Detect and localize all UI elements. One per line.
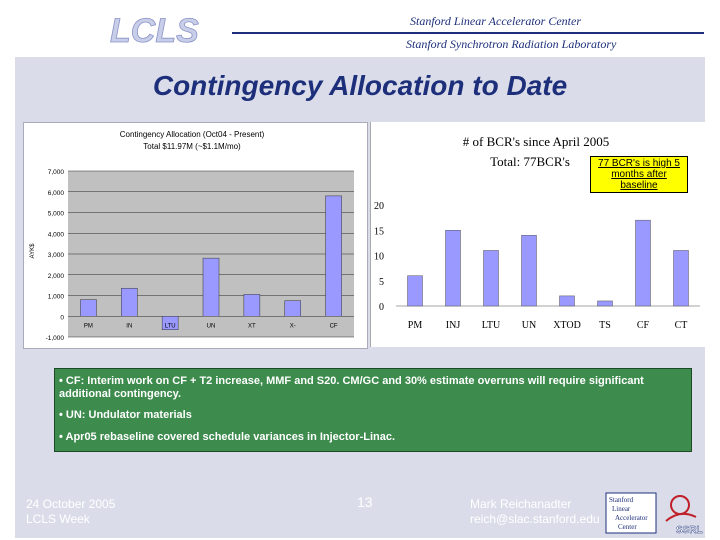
- note-cf: • CF: Interim work on CF + T2 increase, …: [59, 375, 644, 400]
- footer-author-block: Mark Reichanadter reich@slac.stanford.ed…: [470, 497, 600, 527]
- chart2-bar: [445, 230, 461, 307]
- contingency-chart-panel: Contingency Allocation (Oct04 - Present)…: [23, 122, 368, 349]
- contingency-chart: Contingency Allocation (Oct04 - Present)…: [30, 130, 354, 342]
- chart2-subtitle: Total: 77BCR's: [490, 154, 570, 169]
- notes-box: • CF: Interim work on CF + T2 increase, …: [54, 368, 692, 452]
- chart1-ytick-label: -1,000: [46, 335, 65, 342]
- header-divider: [232, 32, 704, 34]
- logo-line-2: Linear: [612, 505, 631, 513]
- logo-line-3: Accelerator: [615, 514, 648, 522]
- bcr-chart: # of BCR's since April 2005 Total: 77BCR…: [369, 122, 700, 347]
- chart1-bar: [202, 257, 220, 317]
- chart2-bar: [635, 219, 651, 307]
- chart2-title: # of BCR's since April 2005: [463, 134, 609, 149]
- footer-email: reich@slac.stanford.edu: [470, 512, 600, 526]
- chart2-category-label: CF: [637, 320, 650, 331]
- bcr-chart-panel: # of BCR's since April 2005 Total: 77BCR…: [369, 122, 706, 347]
- chart1-category-label: PM: [84, 323, 93, 329]
- chart1-category-label: UN: [207, 323, 216, 329]
- chart2-ytick-label: 15: [374, 226, 384, 237]
- chart1-ytick-label: 2,000: [48, 273, 65, 280]
- chart2-bar: [407, 275, 423, 307]
- org-name-slac: Stanford Linear Accelerator Center: [410, 14, 581, 28]
- lcls-logo: LCLS: [110, 12, 200, 51]
- footer-date: 24 October 2005: [26, 497, 116, 511]
- chart1-ytick-label: 1,000: [48, 294, 65, 301]
- chart2-category-label: PM: [408, 320, 423, 331]
- bcr-annotation: 77 BCR's is high 5 months after baseline: [590, 156, 688, 193]
- chart1-category-label: X-: [290, 323, 296, 329]
- slide-title: Contingency Allocation to Date: [152, 70, 568, 101]
- slac-ssrl-logo: Stanford Linear Accelerator Center SSRL: [605, 492, 703, 536]
- page-number: 13: [357, 494, 373, 510]
- lcls-logo-text: LCLS: [110, 12, 199, 50]
- chart2-ytick-label: 10: [374, 252, 384, 263]
- note-rebaseline: • Apr05 rebaseline covered schedule vari…: [59, 431, 396, 443]
- chart2-bar: [559, 295, 575, 307]
- chart1-ytick-label: 6,000: [48, 190, 65, 197]
- chart1-title: Contingency Allocation (Oct04 - Present): [120, 130, 265, 139]
- chart1-bar: [243, 294, 261, 317]
- chart2-category-label: LTU: [482, 320, 501, 331]
- chart2-bar: [673, 250, 689, 307]
- ssrl-ring-icon: [670, 495, 690, 515]
- logo-line-4: Center: [618, 523, 637, 531]
- chart2-ytick-label: 0: [379, 302, 384, 313]
- chart2-ytick-label: 5: [379, 277, 384, 288]
- ssrl-logo-text: SSRL: [676, 525, 703, 536]
- chart1-ylabel: AYK$: [30, 243, 36, 259]
- chart1-ytick-label: 7,000: [48, 169, 65, 176]
- chart2-category-label: UN: [522, 320, 536, 331]
- logo-line-1: Stanford: [609, 496, 634, 504]
- footer-event: LCLS Week: [26, 512, 90, 526]
- chart2-category-label: TS: [599, 320, 611, 331]
- chart2-bar: [483, 250, 499, 307]
- chart1-category-label: XT: [248, 323, 256, 329]
- chart1-category-label: CF: [330, 323, 338, 329]
- chart1-bar: [80, 299, 97, 317]
- chart1-ytick-label: 3,000: [48, 252, 65, 259]
- chart2-category-label: CT: [675, 320, 688, 331]
- chart1-bar: [284, 300, 301, 317]
- chart1-ytick-label: 4,000: [48, 231, 65, 238]
- chart1-category-label: LTU: [165, 323, 176, 329]
- chart2-ytick-label: 20: [374, 201, 384, 212]
- chart2-category-label: XTOD: [553, 320, 581, 331]
- slac-logo-box: [605, 492, 657, 534]
- chart2-bar: [597, 300, 613, 307]
- footer-date-block: 24 October 2005 LCLS Week: [26, 497, 115, 527]
- chart2-bar: [521, 235, 537, 307]
- chart1-bar: [161, 316, 179, 330]
- chart2-category-label: INJ: [446, 320, 461, 331]
- chart1-ytick-label: 0: [60, 314, 64, 321]
- chart1-ytick-label: 5,000: [48, 211, 65, 218]
- slide-header: LCLS Stanford Linear Accelerator Center …: [0, 0, 720, 58]
- footer-author: Mark Reichanadter: [470, 497, 572, 511]
- chart1-category-label: IN: [126, 323, 132, 329]
- note-un: • UN: Undulator materials: [59, 409, 192, 421]
- org-name-ssrl: Stanford Synchrotron Radiation Laborator…: [406, 37, 617, 51]
- chart1-bar: [121, 287, 138, 317]
- chart1-bar: [325, 195, 342, 317]
- ssrl-arc-icon: [665, 512, 697, 522]
- chart1-subtitle: Total $11.97M (~$1.1M/mo): [143, 142, 241, 151]
